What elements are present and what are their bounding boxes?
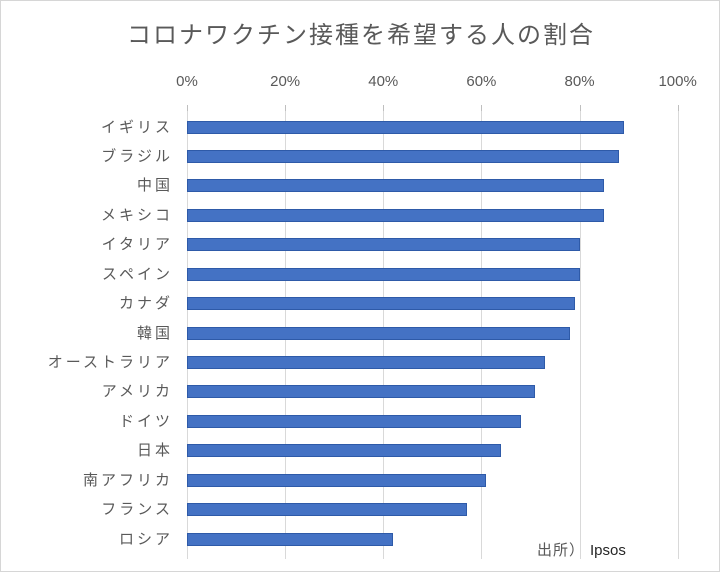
bar: [187, 149, 619, 163]
axis-tick-mark: [677, 105, 679, 111]
x-tick-label: 0%: [176, 73, 198, 90]
bar: [187, 297, 575, 311]
category-label: オーストラリア: [47, 353, 173, 371]
gridline: [579, 111, 581, 559]
category-label: 中国: [136, 177, 173, 195]
category-label: ロシア: [118, 530, 173, 548]
category-label: ドイツ: [118, 412, 173, 430]
bar: [187, 414, 521, 428]
category-label: イタリア: [101, 236, 173, 254]
bar: [187, 208, 605, 222]
bar: [187, 120, 624, 134]
source-name-label: Ipsos: [590, 542, 626, 559]
axis-tick-mark: [579, 105, 581, 111]
bar: [187, 503, 467, 517]
bar: [187, 326, 570, 340]
category-label: ブラジル: [101, 147, 173, 165]
category-label: アメリカ: [101, 383, 173, 401]
bar: [187, 267, 580, 281]
axis-tick-mark: [187, 105, 188, 111]
x-tick-label: 100%: [658, 73, 697, 90]
x-tick-label: 40%: [368, 73, 399, 90]
bar: [187, 355, 546, 369]
source-prefix-label: 出所）: [537, 542, 586, 559]
x-tick-label: 80%: [564, 73, 595, 90]
category-label: 日本: [136, 442, 173, 460]
chart-title: コロナワクチン接種を希望する人の割合: [127, 22, 595, 49]
bar: [187, 473, 487, 487]
category-label: イギリス: [100, 118, 173, 136]
category-label: スペイン: [102, 265, 173, 283]
bar: [187, 385, 536, 399]
category-label: 韓国: [136, 324, 173, 342]
bar: [187, 444, 502, 458]
axis-tick-mark: [383, 105, 385, 111]
axis-tick-mark: [285, 105, 287, 111]
x-tick-label: 60%: [466, 73, 497, 90]
bar: [187, 179, 605, 193]
category-label: カナダ: [118, 295, 173, 313]
bar: [187, 238, 580, 252]
source-note: 出所） Ipsos: [537, 539, 626, 560]
category-label: フランス: [101, 501, 173, 519]
axis-tick-mark: [481, 105, 483, 111]
x-tick-label: 20%: [270, 73, 301, 90]
category-label: メキシコ: [100, 206, 173, 224]
bar: [187, 532, 394, 546]
gridline: [677, 111, 679, 559]
category-label: 南アフリカ: [82, 471, 173, 489]
